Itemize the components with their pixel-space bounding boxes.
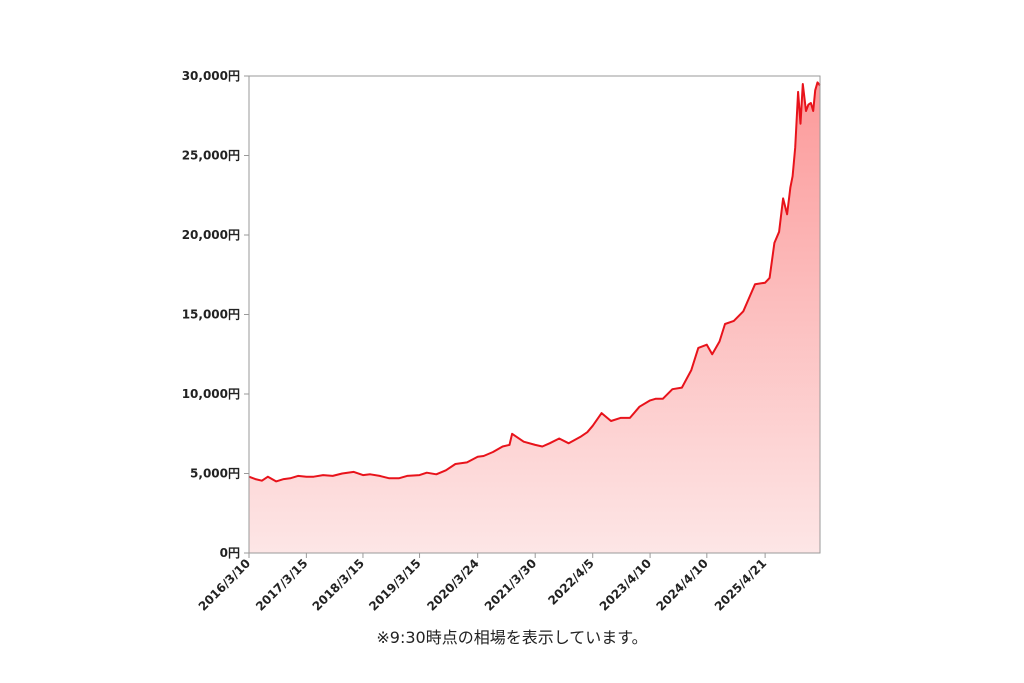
x-tick-label: 2017/3/15 (253, 556, 310, 613)
y-tick-label: 0円 (220, 546, 240, 560)
x-tick-label: 2021/3/30 (482, 556, 539, 613)
plot-frame (248, 75, 821, 554)
y-tick-label: 15,000円 (182, 308, 240, 322)
x-tick-label: 2018/3/15 (310, 556, 367, 613)
price-area-fill (249, 82, 820, 554)
x-tick-label: 2025/4/21 (712, 556, 769, 613)
y-axis-ticks: 0円 5,000円 10,000円 15,000円 20,000円 25,000円 30,0… (182, 69, 249, 560)
x-axis-ticks: 2016/3/10 2017/3/15 2018/3/15 2019/3/15 2020… (196, 553, 769, 614)
y-tick-label: 5,000円 (190, 467, 240, 481)
time-note: ※9:30時点の相場を表示しています。 (376, 628, 648, 647)
y-tick-label: 30,000円 (182, 69, 240, 83)
x-tick-label: 2022/4/5 (545, 556, 597, 608)
x-tick-label: 2024/4/10 (654, 556, 711, 613)
y-tick-label: 10,000円 (182, 387, 240, 401)
x-tick-label: 2023/4/10 (597, 556, 654, 613)
price-line (248, 81, 821, 483)
x-tick-label: 2019/3/15 (366, 556, 423, 613)
x-tick-label: 2020/3/24 (424, 556, 481, 613)
y-tick-label: 20,000円 (182, 228, 240, 242)
y-tick-label: 25,000円 (182, 149, 240, 163)
x-tick-label: 2016/3/10 (196, 556, 253, 613)
